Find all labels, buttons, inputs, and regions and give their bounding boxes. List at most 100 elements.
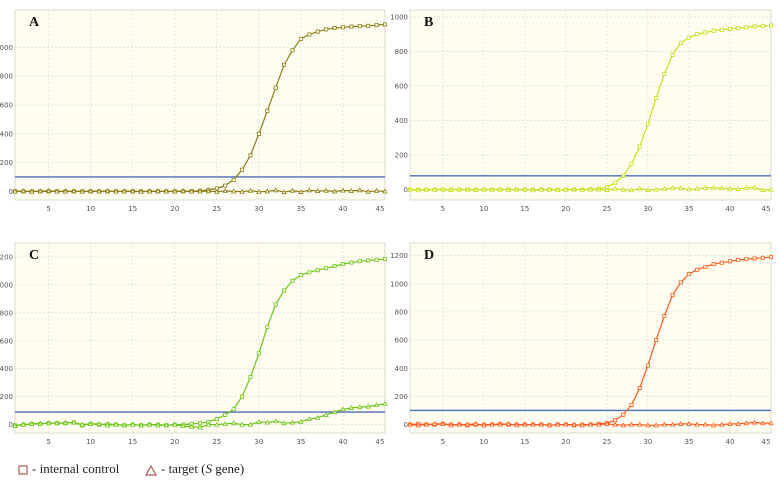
y-tick-label-c: 1000 — [0, 281, 13, 289]
data-point-triangle-a — [79, 188, 85, 194]
data-point-square-d — [686, 271, 691, 276]
data-point-triangle-d — [448, 422, 454, 428]
data-point-triangle-c — [222, 421, 228, 426]
data-point-square-c — [214, 417, 219, 422]
data-point-square-a — [282, 62, 287, 67]
data-point-square-a — [248, 153, 253, 158]
data-point-square-c — [374, 257, 379, 262]
data-point-triangle-d — [505, 421, 512, 426]
data-point-triangle-c — [273, 418, 279, 424]
data-point-triangle-d — [481, 422, 487, 428]
y-tick-label-b: 400 — [395, 117, 408, 125]
data-point-triangle-c — [205, 421, 212, 427]
data-point-triangle-b — [751, 184, 758, 190]
data-point-triangle-d — [546, 422, 553, 428]
data-point-square-a — [366, 23, 371, 28]
data-point-triangle-c — [130, 421, 136, 427]
data-point-square-c — [240, 394, 245, 399]
x-tick-label-d: 25 — [602, 438, 611, 446]
x-tick-label-b: 30 — [643, 205, 652, 213]
data-point-triangle-b — [546, 186, 553, 192]
data-point-triangle-d — [489, 421, 495, 427]
y-tick-label-a: 800 — [0, 73, 13, 81]
x-tick-label-a: 15 — [128, 205, 137, 213]
data-point-triangle-a — [20, 188, 27, 194]
y-tick-label-b: 1000 — [390, 13, 408, 21]
data-point-triangle-b — [431, 186, 438, 192]
x-tick-label-d: 5 — [441, 438, 445, 446]
data-point-triangle-d — [440, 421, 446, 426]
data-point-triangle-a — [88, 188, 94, 194]
data-point-triangle-c — [214, 421, 220, 427]
data-point-triangle-a — [382, 188, 388, 194]
data-point-triangle-c — [230, 420, 237, 426]
data-point-triangle-a — [331, 188, 338, 194]
data-point-triangle-d — [571, 421, 577, 427]
data-point-triangle-c — [256, 418, 262, 424]
x-tick-label-b: 25 — [602, 205, 611, 213]
data-point-triangle-a — [197, 188, 203, 194]
x-tick-label-c: 5 — [46, 438, 50, 446]
y-tick-label-d: 1200 — [390, 252, 408, 260]
data-point-triangle-c — [45, 420, 52, 426]
data-point-triangle-b — [563, 186, 569, 192]
x-tick-label-d: 35 — [684, 438, 693, 446]
data-point-triangle-a — [340, 187, 346, 193]
data-point-triangle-a — [306, 187, 312, 193]
data-point-triangle-d — [653, 422, 659, 428]
data-point-square-c — [248, 375, 253, 380]
y-tick-label-a: 600 — [0, 102, 13, 110]
data-point-triangle-a — [357, 187, 363, 193]
data-point-triangle-c — [340, 406, 346, 412]
data-point-triangle-a — [155, 188, 161, 194]
data-point-triangle-c — [298, 418, 304, 424]
legend-target-prefix: - target ( — [161, 461, 206, 476]
y-tick-label-b: 200 — [395, 152, 408, 160]
x-tick-label-d: 15 — [520, 438, 529, 446]
data-point-triangle-b — [571, 186, 577, 192]
data-point-triangle-d — [760, 420, 766, 426]
data-point-triangle-a — [214, 188, 220, 194]
data-point-square-a — [357, 24, 362, 29]
data-point-triangle-b — [579, 186, 585, 192]
data-point-triangle-d — [513, 422, 520, 428]
x-tick-label-b: 35 — [684, 205, 693, 213]
data-point-triangle-b — [653, 186, 659, 192]
data-point-triangle-d — [472, 421, 479, 426]
x-tick-label-c: 35 — [296, 438, 305, 446]
data-point-triangle-b — [669, 185, 676, 190]
square-marker-icon — [18, 465, 28, 475]
y-tick-label-d: 1000 — [390, 280, 408, 288]
data-point-triangle-a — [365, 188, 371, 194]
data-point-square-a — [374, 23, 379, 28]
data-point-square-b — [744, 25, 749, 30]
data-point-triangle-c — [54, 420, 60, 426]
data-point-square-b — [752, 24, 757, 29]
data-point-square-d — [621, 412, 626, 417]
data-point-triangle-c — [96, 421, 102, 426]
x-tick-label-d: 45 — [762, 438, 771, 446]
data-point-square-c — [349, 260, 354, 265]
x-tick-label-b: 15 — [520, 205, 529, 213]
data-point-square-d — [695, 267, 700, 272]
data-point-triangle-d — [563, 421, 569, 427]
data-point-triangle-a — [180, 188, 186, 194]
data-point-triangle-a — [373, 187, 380, 193]
data-point-triangle-a — [273, 187, 279, 193]
y-tick-label-a: 400 — [0, 130, 13, 138]
data-point-square-a — [273, 85, 278, 90]
data-point-triangle-c — [264, 419, 270, 425]
data-point-triangle-d — [694, 421, 700, 427]
data-point-triangle-b — [760, 187, 766, 192]
data-point-triangle-c — [348, 405, 355, 410]
data-point-square-a — [240, 167, 245, 172]
data-point-triangle-a — [222, 188, 228, 193]
data-point-triangle-a — [29, 188, 35, 194]
data-point-triangle-b — [768, 186, 774, 192]
data-point-square-b — [637, 144, 642, 149]
data-point-triangle-a — [113, 188, 119, 194]
data-point-triangle-b — [727, 185, 733, 191]
data-point-triangle-a — [163, 188, 170, 194]
data-point-square-a — [298, 36, 303, 41]
y-tick-label-a: 200 — [0, 159, 13, 167]
